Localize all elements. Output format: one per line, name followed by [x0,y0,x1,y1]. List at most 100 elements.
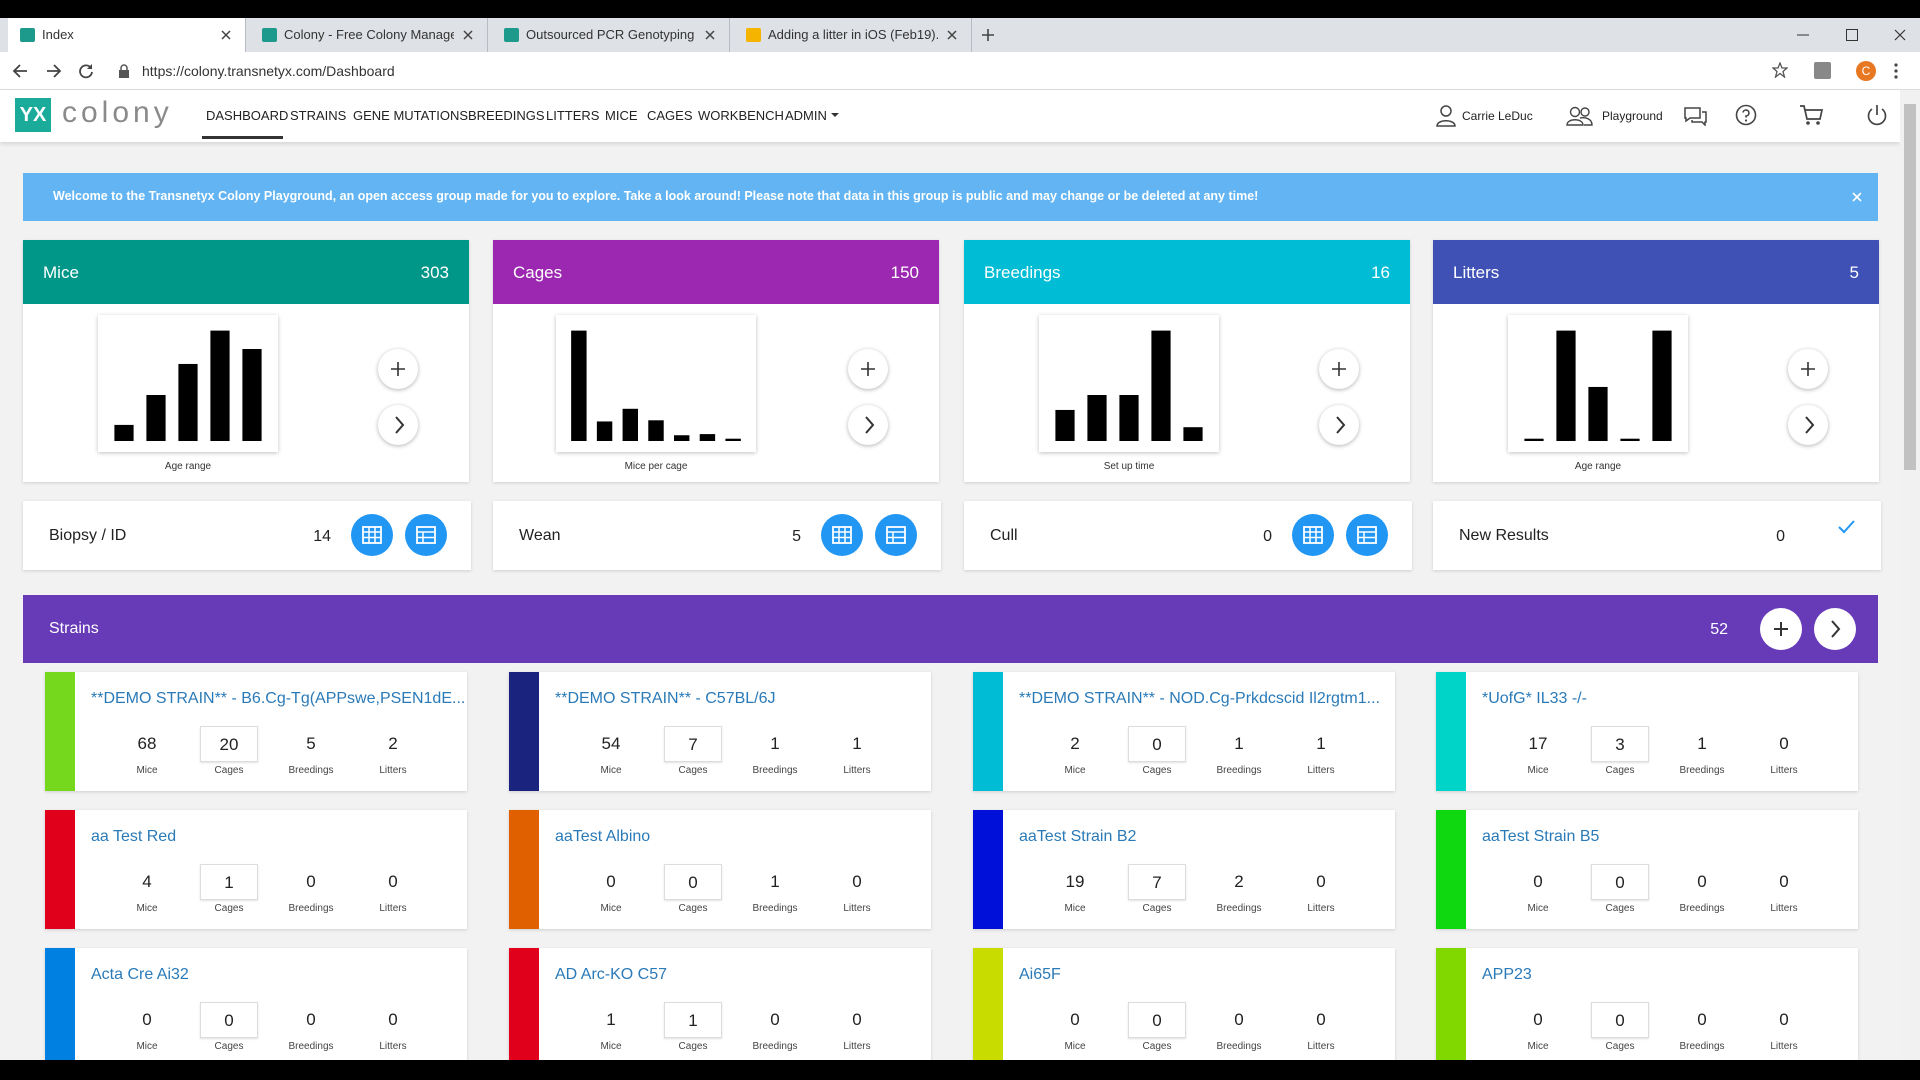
add-button[interactable] [1319,349,1359,389]
table-button[interactable] [1346,514,1388,556]
banner-close[interactable] [1851,191,1863,203]
nav-item[interactable]: CAGES [647,108,693,123]
strain-name[interactable]: aaTest Strain B2 [1019,828,1137,845]
grid-button[interactable] [821,514,863,556]
strain-card[interactable]: aaTest Strain B2 19 Mice 7 Cages 2 Breedings 0 L… [973,810,1395,929]
group-name[interactable]: Playground [1602,109,1663,123]
spark-bar [1524,438,1544,441]
strain-card[interactable]: **DEMO STRAIN** - C57BL/6J 54 Mice 7 Cages 1 B… [509,672,931,791]
open-button[interactable] [378,405,418,445]
tab-close[interactable] [462,29,474,41]
strains-count: 52 [1710,621,1728,638]
strain-name[interactable]: APP23 [1482,966,1532,983]
grid-button[interactable] [351,514,393,556]
spark-bar [242,349,262,441]
strain-name[interactable]: aa Test Red [91,828,177,845]
browser-tab[interactable]: Colony - Free Colony Manageme... [250,18,488,52]
close-window[interactable] [1893,28,1907,42]
strain-stat-label: Mice [1527,765,1549,776]
cart-icon[interactable] [1799,104,1823,126]
add-button[interactable] [1788,349,1828,389]
strain-color [45,672,75,791]
tab-close[interactable] [220,29,232,41]
strain-stat-label: Mice [1527,1041,1549,1052]
help-icon[interactable] [1735,104,1757,126]
tab-close[interactable] [704,29,716,41]
grid-button[interactable] [1292,514,1334,556]
back[interactable] [12,63,28,79]
open-button[interactable] [848,405,888,445]
strain-name[interactable]: Acta Cre Ai32 [91,966,189,983]
browser-tab[interactable]: Index [8,18,246,52]
sparkline [1508,315,1688,452]
strain-name[interactable]: **DEMO STRAIN** - B6.Cg-Tg(APPswe,PSEN1d… [91,690,466,707]
strain-name[interactable]: aaTest Strain B5 [1482,828,1600,845]
nav-item[interactable]: BREEDINGS [468,108,545,123]
open-button[interactable] [1788,405,1828,445]
strains-add[interactable] [1760,608,1802,650]
open-button-glyph [1336,416,1346,434]
strain-card[interactable]: aa Test Red 4 Mice 1 Cages 0 Breedings 0 Litters [45,810,467,929]
add-button[interactable] [378,349,418,389]
strain-name[interactable]: Ai65F [1019,966,1061,983]
minimize[interactable] [1796,28,1810,42]
strain-stat: 4 [142,872,152,891]
strain-card[interactable]: *UofG* IL33 -/- 17 Mice 3 Cages 1 Breedings 0 Li… [1436,672,1858,791]
extension[interactable] [1814,62,1831,79]
strain-card[interactable]: Ai65F 0 Mice 0 Cages 0 Breedings 0 Litters [973,948,1395,1067]
browser-tab[interactable]: Outsourced PCR Genotyping Ser... [492,18,730,52]
logo-text[interactable]: colony [62,96,173,129]
strain-card[interactable]: **DEMO STRAIN** - B6.Cg-Tg(APPswe,PSEN1d… [45,672,467,791]
bookmark-star[interactable] [1772,62,1788,78]
maximize[interactable] [1845,28,1859,42]
nav-item[interactable]: STRAINS [290,108,347,123]
table-button[interactable] [875,514,917,556]
strains-open[interactable] [1814,608,1856,650]
nav-item[interactable]: WORKBENCH [698,108,784,123]
reload[interactable] [78,63,94,79]
strain-stat-label: Litters [1307,1041,1335,1052]
chat-icon[interactable] [1683,105,1707,126]
table-button[interactable] [405,514,447,556]
strain-stat: 1 [770,734,780,753]
nav-item[interactable]: LITTERS [546,108,600,123]
logout-icon[interactable] [1866,104,1888,126]
menu[interactable] [1894,63,1898,79]
avatar[interactable]: C [1856,61,1876,81]
strain-card[interactable]: APP23 0 Mice 0 Cages 0 Breedings 0 Litters [1436,948,1858,1067]
summary-title: Litters [1453,263,1500,282]
strain-name[interactable]: **DEMO STRAIN** - C57BL/6J [555,690,776,707]
add-button[interactable] [848,349,888,389]
user-name[interactable]: Carrie LeDuc [1462,109,1533,123]
new-tab[interactable] [980,27,996,43]
strain-card[interactable]: aaTest Albino 0 Mice 0 Cages 1 Breedings 0 Litte… [509,810,931,929]
strain-name[interactable]: *UofG* IL33 -/- [1482,690,1587,707]
strain-card[interactable]: Acta Cre Ai32 0 Mice 0 Cages 0 Breedings 0 Litte… [45,948,467,1067]
strain-name[interactable]: **DEMO STRAIN** - NOD.Cg-Prkdcscid Il2rg… [1019,690,1380,707]
url[interactable]: https://colony.transnetyx.com/Dashboard [142,63,395,79]
strain-name[interactable]: AD Arc-KO C57 [555,966,668,983]
strain-stat-label: Litters [379,765,407,776]
nav-item[interactable]: GENE MUTATIONS [353,108,469,123]
open-button[interactable] [1319,405,1359,445]
logo-mark[interactable]: YX [15,98,51,132]
nav-item[interactable]: ADMIN [785,108,839,123]
spark-bar [114,424,134,441]
nav-item[interactable]: DASHBOARD [202,108,288,139]
strain-stat: 0 [1591,1002,1649,1038]
browser-tab[interactable]: Adding a litter in iOS (Feb19).doc... [734,18,972,52]
strain-name[interactable]: aaTest Albino [555,828,651,845]
strain-stat-label: Litters [843,765,871,776]
strain-stat: 0 [1779,734,1789,753]
strain-card[interactable]: aaTest Strain B5 0 Mice 0 Cages 0 Breedings 0 Li… [1436,810,1858,929]
nav-item[interactable]: MICE [605,108,638,123]
strain-card[interactable]: **DEMO STRAIN** - NOD.Cg-Prkdcscid Il2rg… [973,672,1395,791]
tab-close[interactable] [946,29,958,41]
strain-stat-label: Breedings [752,765,798,776]
forward[interactable] [46,63,62,79]
user-icon[interactable] [1435,104,1457,127]
top-bar [0,0,1920,18]
strain-card[interactable]: AD Arc-KO C57 1 Mice 1 Cages 0 Breedings 0 Litte… [509,948,931,1067]
check-icon[interactable] [1837,518,1857,536]
group-icon[interactable] [1566,105,1593,126]
